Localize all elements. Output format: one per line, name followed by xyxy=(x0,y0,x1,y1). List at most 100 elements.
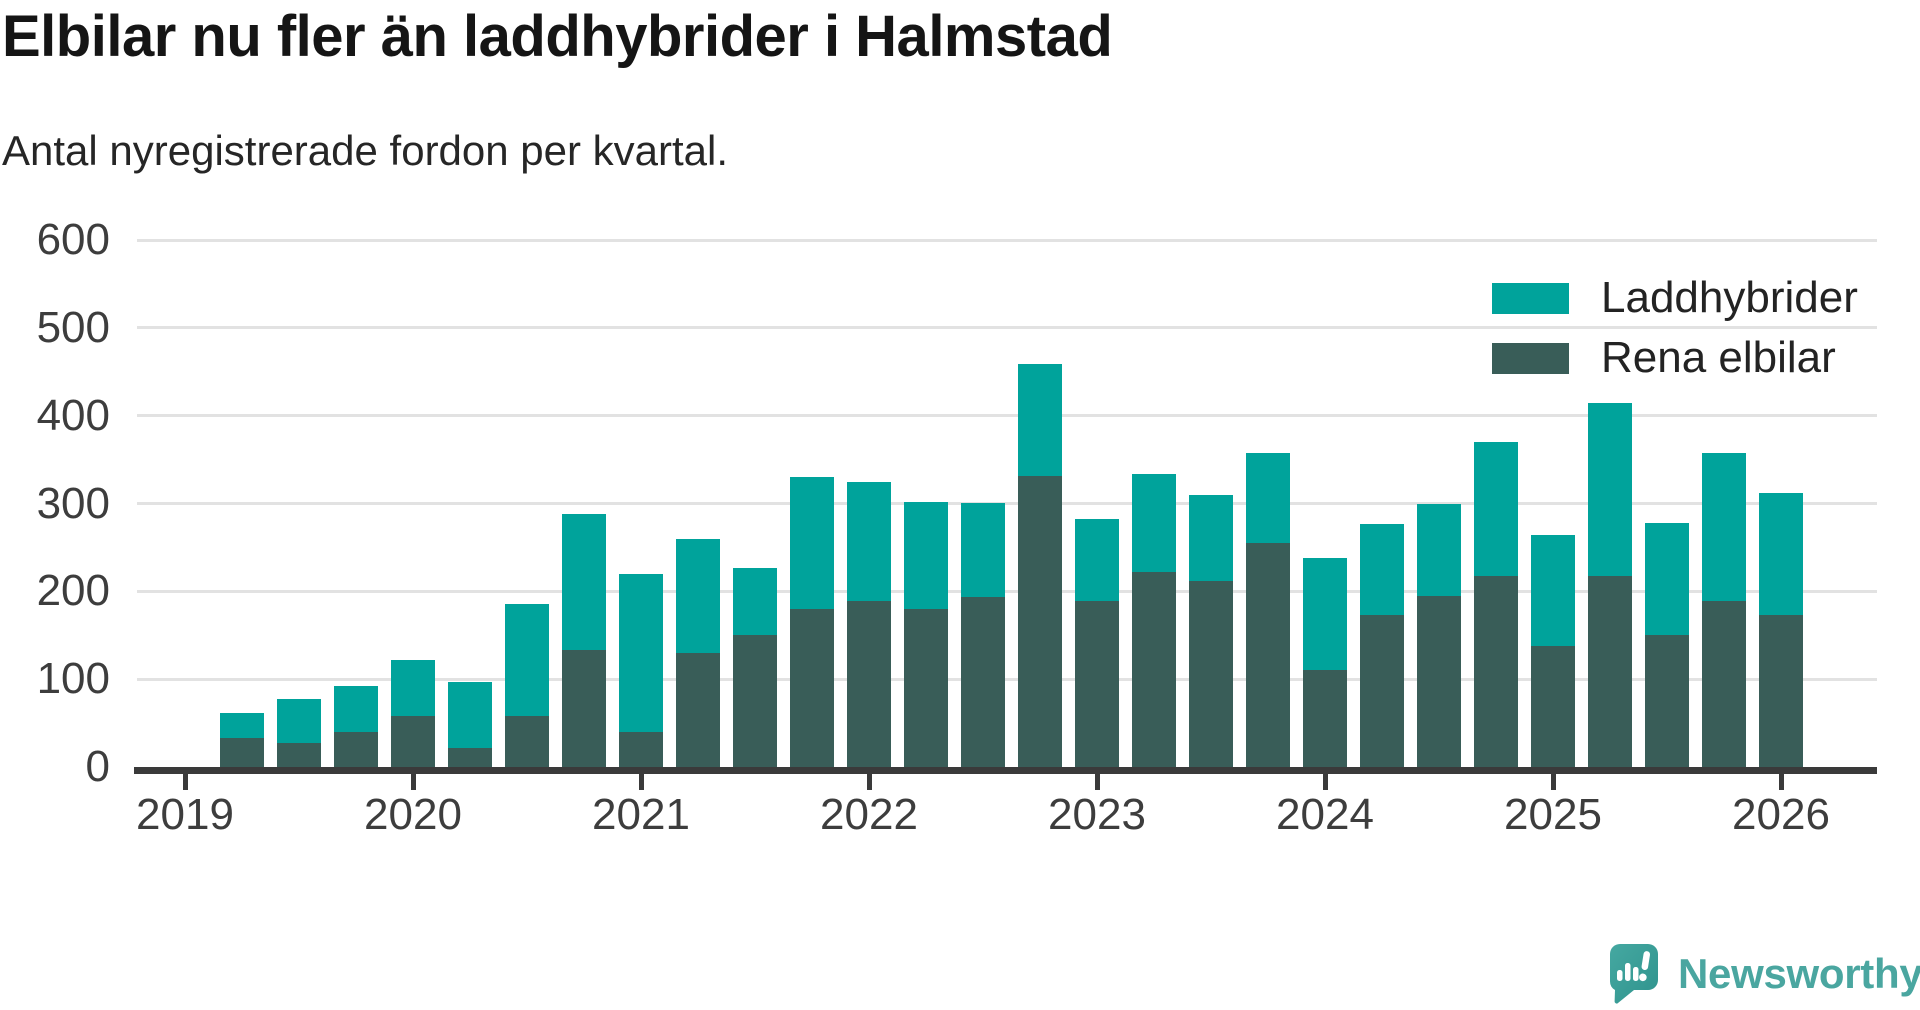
bar-2024-Q2-rena-elbilar xyxy=(1417,596,1461,767)
newsworthy-bubble-icon xyxy=(1609,944,1658,1004)
y-axis-label-600: 600 xyxy=(36,215,110,264)
bar-2023-Q3-laddhybrider xyxy=(1246,453,1290,543)
gridline-200 xyxy=(137,589,1877,593)
x-axis-tick-2024 xyxy=(1322,774,1328,790)
y-axis-label-400: 400 xyxy=(36,390,110,440)
x-axis-tick-2025 xyxy=(1550,774,1556,790)
bar-2025-Q4-laddhybrider xyxy=(1759,493,1803,615)
bar-2024-Q2-laddhybrider xyxy=(1417,504,1461,596)
bar-2023-Q4-laddhybrider xyxy=(1303,558,1347,670)
newsworthy-wordmark: Newsworthy xyxy=(1678,950,1920,997)
x-axis-label-2023: 2023 xyxy=(1048,790,1146,839)
bar-2021-Q4-laddhybrider xyxy=(847,482,891,601)
bar-2021-Q1-laddhybrider xyxy=(676,539,720,653)
bar-2024-Q1-laddhybrider xyxy=(1360,524,1404,615)
chart-title: Elbilar nu fler än laddhybrider i Halmst… xyxy=(2,4,1113,69)
bar-2025-Q1-rena-elbilar xyxy=(1588,576,1632,767)
bar-2025-Q3-rena-elbilar xyxy=(1702,601,1746,767)
bar-2020-Q3-rena-elbilar xyxy=(562,650,606,767)
logo-bar-icon xyxy=(1617,970,1623,981)
bar-2025-Q4-rena-elbilar xyxy=(1759,615,1803,767)
bar-2020-Q4-laddhybrider xyxy=(619,574,663,732)
legend-swatch-icon xyxy=(1492,342,1569,374)
legend-item-rena-elbilar: Rena elbilar xyxy=(1492,336,1858,380)
bar-2019-Q1-rena-elbilar xyxy=(220,738,264,767)
x-axis-tick-2020 xyxy=(410,774,416,790)
x-axis-line xyxy=(134,767,1877,774)
x-axis-tick-2022 xyxy=(866,774,872,790)
bar-2024-Q4-laddhybrider xyxy=(1531,535,1575,646)
bar-2024-Q1-rena-elbilar xyxy=(1360,615,1404,767)
x-axis-label-2024: 2024 xyxy=(1276,790,1374,839)
bar-2023-Q2-rena-elbilar xyxy=(1189,581,1233,767)
bar-2022-Q1-rena-elbilar xyxy=(904,609,948,767)
gridline-100 xyxy=(137,677,1877,681)
x-axis-tick-2021 xyxy=(638,774,644,790)
x-axis-tick-2023 xyxy=(1094,774,1100,790)
bar-2025-Q1-laddhybrider xyxy=(1588,403,1632,576)
legend: Laddhybrider Rena elbilar xyxy=(1492,276,1858,380)
x-axis-label-2022: 2022 xyxy=(820,790,918,839)
bar-2019-Q2-laddhybrider xyxy=(277,699,321,743)
bar-2020-Q2-rena-elbilar xyxy=(505,716,549,767)
bar-2019-Q2-rena-elbilar xyxy=(277,743,321,767)
y-axis-label-0: 0 xyxy=(85,742,110,791)
bar-2023-Q4-rena-elbilar xyxy=(1303,670,1347,767)
bar-2019-Q4-laddhybrider xyxy=(391,660,435,716)
bar-2020-Q4-rena-elbilar xyxy=(619,732,663,767)
legend-label: Rena elbilar xyxy=(1601,333,1836,382)
bar-2021-Q3-laddhybrider xyxy=(790,477,834,609)
y-axis-label-100: 100 xyxy=(36,654,110,704)
bar-2019-Q1-laddhybrider xyxy=(220,713,264,738)
legend-item-laddhybrider: Laddhybrider xyxy=(1492,276,1858,320)
bar-2022-Q2-laddhybrider xyxy=(961,503,1005,597)
chart-subtitle: Antal nyregistrerade fordon per kvartal. xyxy=(2,127,729,174)
bar-2019-Q3-rena-elbilar xyxy=(334,732,378,767)
bar-2019-Q4-rena-elbilar xyxy=(391,716,435,767)
x-axis-label-2026: 2026 xyxy=(1732,790,1830,839)
bar-2024-Q3-rena-elbilar xyxy=(1474,576,1518,767)
bar-2021-Q4-rena-elbilar xyxy=(847,601,891,767)
bar-2021-Q3-rena-elbilar xyxy=(790,609,834,767)
bar-2020-Q2-laddhybrider xyxy=(505,604,549,716)
logo-bar-icon xyxy=(1625,963,1631,981)
bar-2022-Q2-rena-elbilar xyxy=(961,597,1005,767)
bar-2024-Q3-laddhybrider xyxy=(1474,442,1518,576)
bar-2020-Q3-laddhybrider xyxy=(562,514,606,650)
bar-2020-Q1-laddhybrider xyxy=(448,682,492,748)
y-axis-label-500: 500 xyxy=(36,302,110,352)
bar-2019-Q3-laddhybrider xyxy=(334,686,378,732)
bar-2023-Q2-laddhybrider xyxy=(1189,495,1233,581)
legend-label: Laddhybrider xyxy=(1601,273,1858,322)
bar-2022-Q1-laddhybrider xyxy=(904,502,948,609)
gridline-300 xyxy=(137,502,1877,505)
x-axis-label-2025: 2025 xyxy=(1504,790,1602,839)
bar-2022-Q4-rena-elbilar xyxy=(1075,601,1119,767)
bar-2022-Q3-rena-elbilar xyxy=(1018,476,1062,767)
bar-2020-Q1-rena-elbilar xyxy=(448,748,492,767)
legend-swatch-icon xyxy=(1492,282,1569,314)
gridline-500 xyxy=(137,326,1877,330)
bar-2025-Q3-laddhybrider xyxy=(1702,453,1746,601)
y-axis-label-300: 300 xyxy=(36,478,110,528)
bar-2025-Q2-rena-elbilar xyxy=(1645,635,1689,767)
logo-bar-icon xyxy=(1633,967,1639,981)
bar-2025-Q2-laddhybrider xyxy=(1645,523,1689,635)
bar-2021-Q2-rena-elbilar xyxy=(733,635,777,767)
gridline-600 xyxy=(137,238,1877,242)
bar-2023-Q1-rena-elbilar xyxy=(1132,572,1176,767)
x-axis-label-2019: 2019 xyxy=(136,790,234,839)
x-axis-label-2021: 2021 xyxy=(592,790,690,839)
bar-2021-Q2-laddhybrider xyxy=(733,568,777,635)
newsworthy-logo: Newsworthy xyxy=(1608,944,1920,1004)
bar-2021-Q1-rena-elbilar xyxy=(676,653,720,767)
x-axis-tick-2026 xyxy=(1778,774,1784,790)
bar-2024-Q4-rena-elbilar xyxy=(1531,646,1575,767)
logo-exclamation-icon xyxy=(1639,951,1651,982)
x-axis-label-2020: 2020 xyxy=(364,790,462,839)
gridline-400 xyxy=(137,414,1877,418)
bar-2023-Q1-laddhybrider xyxy=(1132,474,1176,572)
bar-2022-Q4-laddhybrider xyxy=(1075,519,1119,601)
bar-2023-Q3-rena-elbilar xyxy=(1246,543,1290,767)
